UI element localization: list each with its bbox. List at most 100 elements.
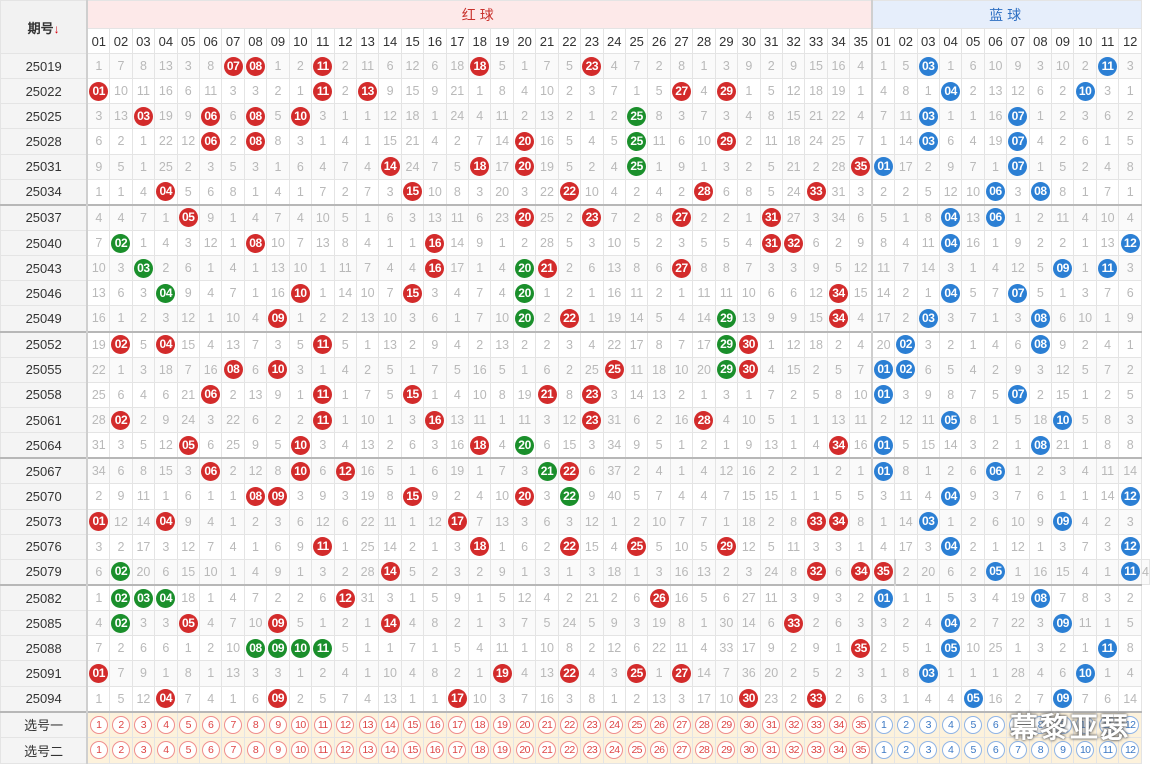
red-pick-toggle[interactable]: 28: [694, 741, 713, 760]
red-pick-toggle[interactable]: 8: [246, 715, 265, 734]
red-pick-toggle[interactable]: 10: [291, 715, 310, 734]
red-pick-toggle[interactable]: 23: [582, 741, 601, 760]
red-pick-toggle[interactable]: 34: [829, 715, 848, 734]
blue-pick-toggle[interactable]: 8: [1031, 715, 1050, 734]
red-pick-toggle[interactable]: 11: [313, 715, 332, 734]
blue-pick-toggle[interactable]: 7: [1008, 715, 1027, 734]
blue-pick-toggle[interactable]: 2: [896, 715, 915, 734]
red-pick-toggle[interactable]: 34: [829, 741, 848, 760]
blue-pick-toggle[interactable]: 3: [919, 715, 938, 734]
red-pick-toggle[interactable]: 20: [515, 715, 534, 734]
red-pick-toggle[interactable]: 18: [470, 715, 489, 734]
red-pick-toggle[interactable]: 14: [381, 715, 400, 734]
red-pick-toggle[interactable]: 16: [425, 715, 444, 734]
red-pick-toggle[interactable]: 26: [650, 715, 669, 734]
red-pick-toggle[interactable]: 17: [448, 715, 467, 734]
red-pick-toggle[interactable]: 21: [538, 715, 556, 734]
blue-pick-toggle[interactable]: 11: [1098, 741, 1117, 760]
blue-pick-toggle[interactable]: 11: [1098, 715, 1117, 734]
red-pick-toggle[interactable]: 27: [672, 741, 691, 760]
blue-pick-toggle[interactable]: 5: [964, 715, 983, 734]
red-pick-toggle[interactable]: 13: [358, 715, 377, 734]
red-pick-toggle[interactable]: 3: [134, 741, 153, 760]
red-pick-toggle[interactable]: 7: [224, 741, 243, 760]
red-pick-toggle[interactable]: 30: [739, 741, 758, 760]
red-pick-toggle[interactable]: 15: [403, 741, 422, 760]
red-pick-toggle[interactable]: 20: [515, 741, 534, 760]
red-pick-toggle[interactable]: 1: [89, 741, 108, 760]
red-pick-toggle[interactable]: 19: [493, 715, 512, 734]
blue-ball-hit: 09: [1053, 512, 1073, 532]
red-pick-toggle[interactable]: 31: [762, 715, 781, 734]
red-pick-toggle[interactable]: 5: [179, 715, 198, 734]
red-pick-toggle[interactable]: 8: [246, 741, 265, 760]
red-pick-toggle[interactable]: 18: [470, 741, 489, 760]
arrow-down-icon[interactable]: ↓: [53, 21, 60, 36]
blue-pick-toggle[interactable]: 7: [1008, 741, 1027, 760]
red-pick-toggle[interactable]: 12: [336, 741, 355, 760]
red-pick-toggle[interactable]: 23: [582, 715, 601, 734]
blue-pick-toggle[interactable]: 10: [1076, 741, 1095, 760]
red-pick-toggle[interactable]: 27: [672, 715, 691, 734]
red-pick-toggle[interactable]: 4: [156, 741, 175, 760]
red-pick-toggle[interactable]: 14: [381, 741, 400, 760]
red-pick-toggle[interactable]: 29: [717, 741, 736, 760]
red-pick-toggle[interactable]: 35: [851, 741, 870, 760]
red-pick-toggle[interactable]: 4: [156, 715, 175, 734]
red-pick-toggle[interactable]: 22: [560, 741, 579, 760]
blue-pick-toggle[interactable]: 8: [1031, 741, 1050, 760]
blue-pick-toggle[interactable]: 1: [874, 715, 893, 734]
red-pick-toggle[interactable]: 35: [851, 715, 870, 734]
red-pick-toggle[interactable]: 25: [627, 741, 646, 760]
omission-cell: 6: [759, 280, 783, 307]
red-pick-toggle[interactable]: 25: [627, 715, 646, 734]
blue-pick-toggle[interactable]: 5: [964, 741, 983, 760]
hit-cell: 02: [109, 583, 133, 612]
red-pick-toggle[interactable]: 2: [111, 715, 130, 734]
red-pick-toggle[interactable]: 16: [425, 741, 444, 760]
red-pick-toggle[interactable]: 7: [224, 715, 243, 734]
red-pick-toggle[interactable]: 3: [134, 715, 153, 734]
blue-pick-toggle[interactable]: 1: [874, 741, 893, 760]
red-pick-toggle[interactable]: 1: [89, 715, 108, 734]
red-pick-toggle[interactable]: 6: [201, 715, 220, 734]
red-pick-toggle[interactable]: 6: [201, 741, 220, 760]
blue-pick-toggle[interactable]: 2: [896, 741, 915, 760]
blue-pick-toggle[interactable]: 6: [986, 741, 1005, 760]
red-pick-toggle[interactable]: 9: [268, 741, 287, 760]
red-pick-toggle[interactable]: 9: [268, 715, 287, 734]
red-pick-toggle[interactable]: 13: [358, 741, 377, 760]
issue-column-header[interactable]: 期号↓: [0, 0, 89, 54]
red-pick-toggle[interactable]: 21: [538, 741, 556, 760]
red-pick-toggle[interactable]: 24: [605, 715, 624, 734]
omission-cell: 1: [669, 432, 694, 459]
red-pick-toggle[interactable]: 29: [717, 715, 736, 734]
blue-pick-toggle[interactable]: 6: [986, 715, 1005, 734]
blue-pick-toggle[interactable]: 10: [1076, 715, 1095, 734]
red-pick-toggle[interactable]: 31: [762, 741, 781, 760]
red-pick-toggle[interactable]: 26: [650, 741, 669, 760]
red-pick-toggle[interactable]: 5: [179, 741, 198, 760]
red-pick-toggle[interactable]: 33: [807, 715, 826, 734]
red-pick-toggle[interactable]: 15: [403, 715, 422, 734]
red-pick-toggle[interactable]: 11: [313, 741, 332, 760]
red-pick-toggle[interactable]: 10: [291, 741, 310, 760]
red-pick-toggle[interactable]: 30: [739, 715, 758, 734]
red-pick-toggle[interactable]: 28: [694, 715, 713, 734]
blue-pick-toggle[interactable]: 3: [919, 741, 938, 760]
red-pick-toggle[interactable]: 32: [784, 715, 803, 734]
red-pick-toggle[interactable]: 33: [807, 741, 826, 760]
red-pick-toggle[interactable]: 17: [448, 741, 467, 760]
blue-pick-toggle[interactable]: 4: [941, 741, 960, 760]
blue-pick-toggle[interactable]: 4: [941, 715, 960, 734]
red-pick-toggle[interactable]: 32: [784, 741, 803, 760]
red-pick-toggle[interactable]: 19: [493, 741, 512, 760]
blue-pick-toggle[interactable]: 9: [1053, 715, 1072, 734]
red-pick-toggle[interactable]: 24: [605, 741, 624, 760]
red-pick-toggle[interactable]: 12: [336, 715, 355, 734]
blue-pick-toggle[interactable]: 12: [1121, 715, 1140, 734]
red-pick-toggle[interactable]: 22: [560, 715, 579, 734]
red-pick-toggle[interactable]: 2: [111, 741, 130, 760]
blue-pick-toggle[interactable]: 12: [1121, 741, 1140, 760]
blue-pick-toggle[interactable]: 9: [1053, 741, 1072, 760]
